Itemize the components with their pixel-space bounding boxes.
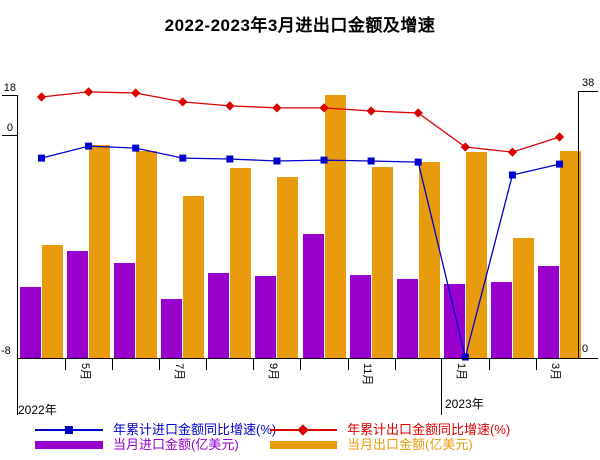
bar-import-amount — [67, 251, 89, 358]
legend-export-amount-label: 当月出口金额(亿美元) — [347, 437, 473, 452]
legend-import-amount-bar-swatch — [35, 441, 103, 449]
year-divider-line — [441, 358, 442, 415]
x-axis-month-tick — [488, 358, 490, 370]
left-axis-zero-label: 0 — [6, 122, 13, 134]
import-growth-point — [38, 154, 45, 162]
right-axis-max-label: 38 — [582, 77, 595, 89]
import-growth-point — [179, 154, 187, 162]
export-growth-point — [36, 92, 47, 102]
bar-export-amount — [512, 237, 534, 358]
export-growth-point — [507, 147, 518, 157]
export-growth-point — [178, 97, 188, 107]
left-axis-max-label: 18 — [3, 82, 16, 94]
bar-import-amount — [255, 275, 277, 358]
bar-import-amount — [161, 298, 183, 358]
left-axis-min-label: -8 — [1, 345, 11, 357]
left-y-axis-line — [17, 95, 18, 415]
bar-export-amount — [42, 244, 63, 358]
export-growth-point — [225, 101, 235, 111]
export-growth-point — [413, 108, 423, 118]
import-growth-point — [226, 155, 234, 163]
chart-title: 2022-2023年3月进出口金额及增速 — [164, 16, 436, 35]
export-growth-point — [131, 88, 141, 98]
x-axis-month-label: 3月 — [549, 363, 562, 381]
year-2023-label: 2023年 — [445, 397, 484, 411]
import-growth-point — [508, 171, 516, 179]
bar-import-amount — [20, 287, 41, 358]
bar-export-amount — [324, 95, 346, 358]
bar-import-amount — [490, 282, 512, 358]
x-axis-month-tick — [159, 358, 161, 370]
export-growth-point — [272, 103, 282, 113]
x-axis-month-tick — [347, 358, 349, 370]
x-axis-month-tick — [535, 358, 537, 370]
export-growth-line — [41, 91, 560, 153]
bar-export-amount — [418, 161, 440, 358]
bar-import-amount — [443, 284, 465, 358]
legend-import-growth-square-icon — [65, 426, 73, 434]
x-axis-month-label: 7月 — [172, 363, 185, 381]
bar-import-amount — [537, 265, 559, 358]
x-axis-month-tick — [300, 358, 302, 370]
x-axis-month-tick — [206, 358, 208, 370]
x-axis-month-tick — [65, 358, 66, 370]
x-axis-baseline — [17, 358, 598, 359]
export-growth-point — [554, 132, 565, 142]
export-growth-point — [460, 142, 470, 152]
legend-export-amount-bar-swatch — [270, 441, 337, 449]
x-axis-month-tick — [112, 358, 114, 370]
bar-export-amount — [559, 150, 581, 358]
bar-export-amount — [277, 176, 299, 358]
x-axis-month-label: 5月 — [78, 363, 91, 381]
bar-export-amount — [371, 166, 393, 358]
legend-import-growth-label: 年累计进口金额同比增速(%) — [113, 422, 277, 437]
x-axis-month-tick — [253, 358, 255, 370]
import-growth-point — [367, 157, 375, 165]
bar-import-amount — [114, 263, 136, 358]
bar-import-amount — [349, 275, 371, 358]
legend-export-growth-label: 年累计出口金额同比增速(%) — [347, 422, 511, 437]
export-growth-point — [366, 106, 376, 116]
bar-export-amount — [136, 150, 158, 358]
bar-import-amount — [302, 234, 324, 358]
export-growth-point — [83, 87, 94, 97]
right-y-axis-tick-38 — [578, 91, 598, 92]
right-y-axis-line — [578, 91, 579, 358]
left-y-axis-tick-18 — [2, 95, 18, 96]
bar-export-amount — [230, 168, 252, 358]
bar-export-amount — [465, 152, 487, 358]
x-axis-month-label: 1月 — [455, 363, 468, 381]
right-axis-min-label: 0 — [582, 343, 589, 355]
legend-import-amount-label: 当月进口金额(亿美元) — [113, 437, 239, 452]
x-axis-month-label: 11月 — [361, 363, 374, 386]
bar-import-amount — [396, 279, 418, 358]
bar-import-amount — [208, 272, 230, 358]
left-y-axis-tick-0 — [2, 135, 18, 136]
import-growth-point — [273, 157, 281, 165]
year-2022-label: 2022年 — [18, 403, 57, 417]
x-axis-month-label: 9月 — [266, 363, 279, 381]
bar-export-amount — [89, 145, 111, 358]
x-axis-month-tick — [394, 358, 396, 370]
bar-export-amount — [183, 195, 205, 358]
